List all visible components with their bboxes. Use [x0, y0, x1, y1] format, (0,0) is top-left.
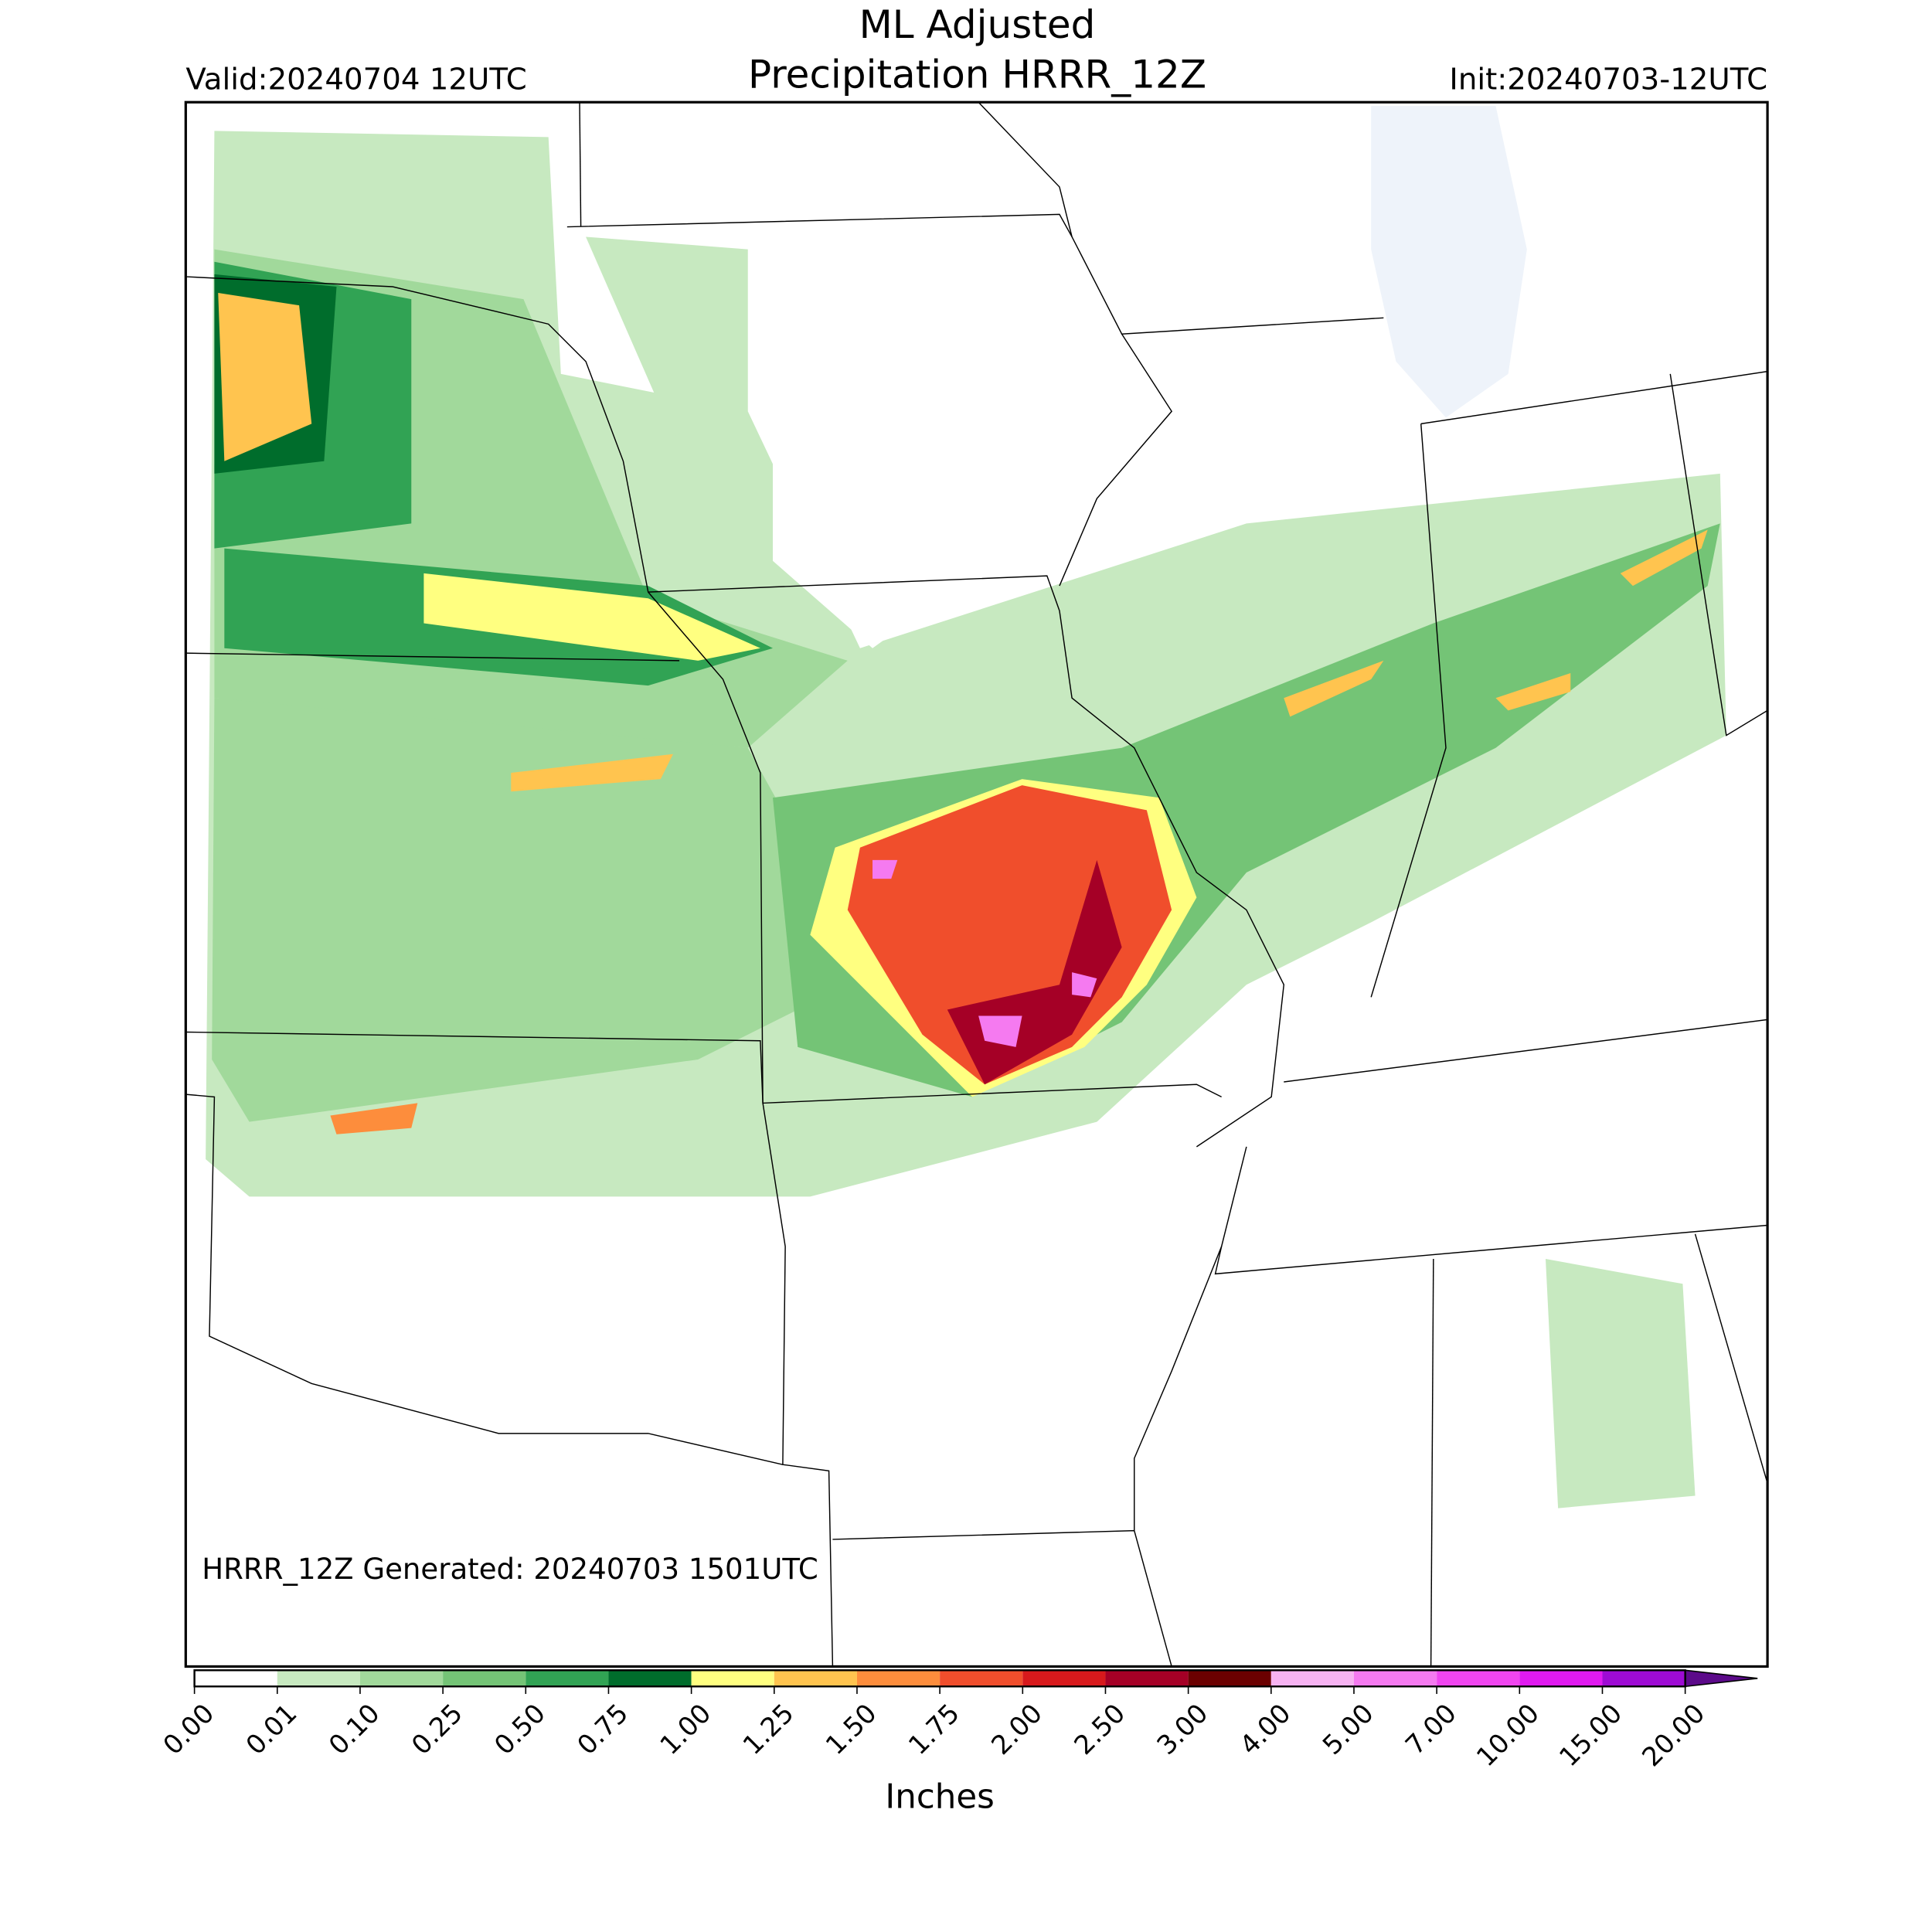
- colorbar-segment: [940, 1670, 1023, 1687]
- colorbar-segment: [691, 1670, 774, 1687]
- dry-area: [773, 361, 1047, 648]
- precip-field: [206, 106, 1726, 1509]
- colorbar-segment: [1602, 1670, 1685, 1687]
- precip-area: [978, 1015, 1022, 1047]
- init-time: Init:20240703-12UTC: [1449, 62, 1767, 97]
- precip-area: [1284, 529, 1708, 717]
- colorbar-label: Inches: [885, 1777, 994, 1816]
- colorbar-tick-label: 2.50: [1068, 1698, 1131, 1760]
- colorbar-segment: [277, 1670, 360, 1687]
- title: Precipitation HRRR_12Z: [748, 53, 1206, 97]
- map: HRRR_12Z Generated: 20240703 1501UTC: [184, 100, 1769, 1668]
- precip-area: [1072, 972, 1097, 998]
- colorbar-segment: [359, 1670, 444, 1687]
- colorbar-segment: [194, 1670, 277, 1687]
- colorbar-tick-label: 0.25: [406, 1698, 468, 1760]
- colorbar-segment: [1022, 1670, 1106, 1687]
- colorbar-segment: [774, 1670, 857, 1687]
- colorbar-extend: [1684, 1669, 1758, 1688]
- colorbar-segment: [443, 1670, 526, 1687]
- colorbar-segment: [1353, 1670, 1437, 1687]
- precip-area: [511, 753, 673, 792]
- colorbar-tick-label: 0.75: [571, 1698, 634, 1760]
- colorbar-tick-label: 5.00: [1317, 1698, 1379, 1760]
- precip-area: [1546, 1259, 1696, 1509]
- colorbar-tick-label: 0.00: [158, 1698, 220, 1760]
- colorbar-tick-label: 7.00: [1400, 1698, 1462, 1760]
- valid-time: Valid:20240704 12UTC: [185, 62, 526, 97]
- colorbar-tick-label: 4.00: [1234, 1698, 1297, 1760]
- colorbar-segment: [1105, 1670, 1189, 1687]
- colorbar: 0.00 0.01 0.10 0.25 0.50 0.75 1.00 1.25 1.50 1.75…: [158, 1669, 1758, 1772]
- colorbar-tick-label: 1.00: [655, 1698, 717, 1760]
- lake-michigan: [1371, 106, 1527, 418]
- colorbar-tick-label: 1.50: [820, 1698, 883, 1760]
- precip-area: [212, 698, 873, 1122]
- precip-area: [847, 785, 1172, 1085]
- colorbar-tick-label: 10.00: [1471, 1698, 1545, 1772]
- colorbar-tick-label: 0.10: [323, 1698, 386, 1760]
- colorbar-segment: [1519, 1670, 1603, 1687]
- precip-area: [330, 1103, 418, 1134]
- title: ML Adjusted: [859, 2, 1096, 47]
- colorbar-segment: [856, 1670, 940, 1687]
- colorbar-tick-label: 20.00: [1636, 1698, 1710, 1772]
- precip-area: [872, 859, 898, 879]
- colorbar-tick-label: 0.50: [488, 1698, 551, 1760]
- colorbar-segment: [526, 1670, 609, 1687]
- colorbar-segment: [608, 1670, 692, 1687]
- colorbar-segment: [1437, 1670, 1520, 1687]
- colorbar-segment: [1188, 1670, 1271, 1687]
- colorbar-tick-label: 15.00: [1553, 1698, 1628, 1772]
- map-frame: [184, 100, 1769, 1668]
- precip-area: [423, 573, 760, 661]
- precip-area: [586, 236, 748, 437]
- generated-note: HRRR_12Z Generated: 20240703 1501UTC: [202, 1553, 818, 1586]
- colorbar-tick-label: 0.01: [240, 1698, 303, 1760]
- colorbar-segment: [1270, 1670, 1354, 1687]
- colorbar-tick-label: 1.75: [903, 1698, 965, 1760]
- precip-area: [218, 293, 312, 461]
- state-borders: [185, 101, 1768, 1667]
- colorbar-tick-label: 1.25: [737, 1698, 800, 1760]
- colorbar-tick-label: 3.00: [1151, 1698, 1214, 1760]
- colorbar-tick-label: 2.00: [985, 1698, 1048, 1760]
